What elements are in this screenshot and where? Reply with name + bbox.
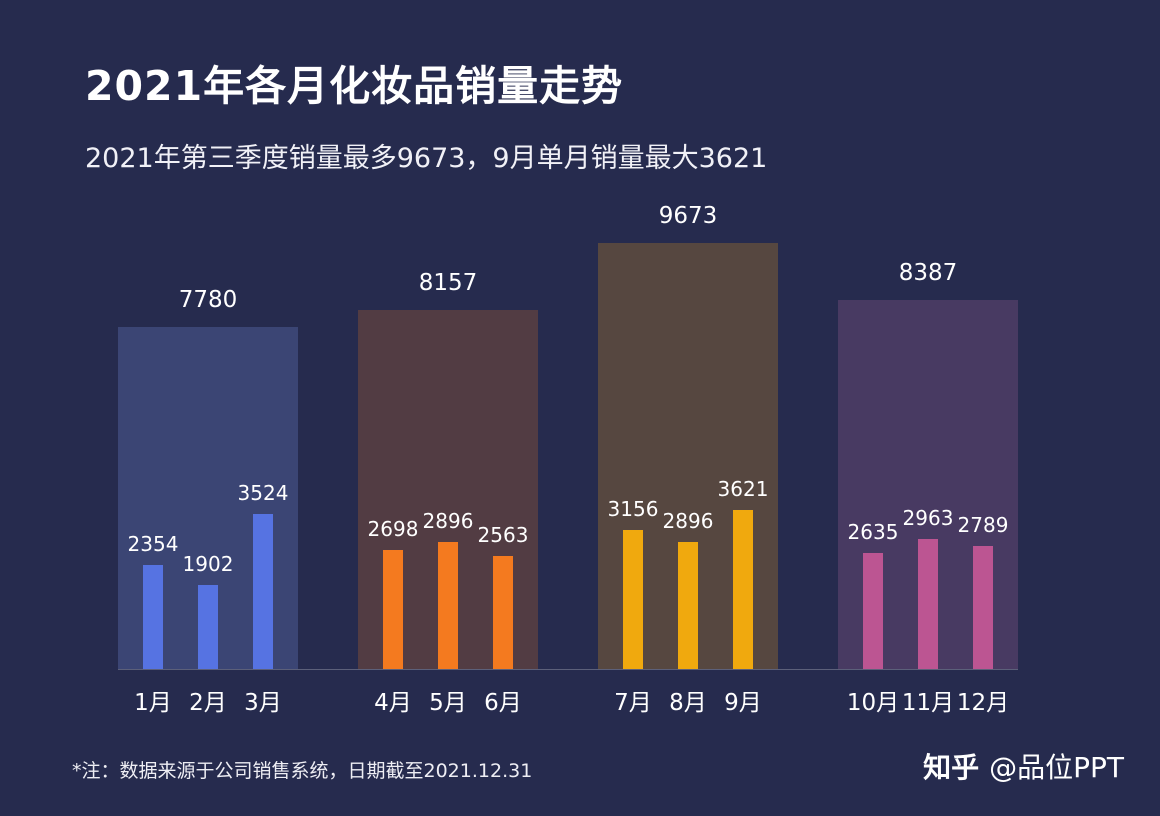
quarter-group: 7780 2354 1902 3524 1月 2月 3月 xyxy=(118,200,298,716)
month-bar xyxy=(143,565,163,669)
month-bar xyxy=(973,546,993,669)
month-value-label: 2635 xyxy=(847,520,899,545)
bar-chart: 7780 2354 1902 3524 1月 2月 3月 8157 2698 2896 2563 4月… xyxy=(118,200,1018,716)
month-value-label: 2698 xyxy=(367,517,419,542)
month-bar xyxy=(863,553,883,669)
chart-title: 2021年各月化妆品销量走势 xyxy=(85,62,624,110)
month-axis-labels: 7月 8月 9月 xyxy=(598,683,778,717)
month-axis-label: 7月 xyxy=(614,690,652,716)
month-bars-row: 3156 2896 3621 xyxy=(598,477,778,669)
quarter-group: 8387 2635 2963 2789 10月 11月 12月 xyxy=(838,200,1018,716)
month-axis-labels: 10月 11月 12月 xyxy=(838,683,1018,717)
month-column: 3524 xyxy=(236,481,290,669)
quarter-group: 9673 3156 2896 3621 7月 8月 9月 xyxy=(598,200,778,716)
footer: *注：数据来源于公司销售系统，日期截至2021.12.31 知乎 @品位PPT xyxy=(0,746,1160,786)
month-value-label: 3621 xyxy=(717,476,769,501)
month-bar xyxy=(438,541,458,669)
month-column: 2789 xyxy=(956,513,1010,669)
month-bar xyxy=(678,541,698,669)
month-bars-row: 2354 1902 3524 xyxy=(118,481,298,669)
month-axis-label: 1月 xyxy=(134,690,172,716)
month-axis-label: 2月 xyxy=(189,690,227,716)
month-axis-label: 9月 xyxy=(724,690,762,716)
quarter-group: 8157 2698 2896 2563 4月 5月 6月 xyxy=(358,200,538,716)
footnote: *注：数据来源于公司销售系统，日期截至2021.12.31 xyxy=(72,760,533,782)
month-column: 2963 xyxy=(901,506,955,669)
month-column: 2896 xyxy=(661,509,715,669)
month-column: 2354 xyxy=(126,532,180,669)
month-value-label: 2896 xyxy=(422,508,474,533)
quarter-total-label: 8387 xyxy=(898,259,958,286)
month-value-label: 3524 xyxy=(237,480,289,505)
month-column: 2896 xyxy=(421,509,475,669)
quarter-total-label: 7780 xyxy=(178,286,238,313)
month-axis-label: 4月 xyxy=(374,690,412,716)
quarter-total-label: 9673 xyxy=(658,203,718,230)
month-value-label: 1902 xyxy=(182,552,234,577)
month-bar xyxy=(253,513,273,669)
chart-subtitle: 2021年第三季度销量最多9673，9月单月销量最大3621 xyxy=(85,143,768,174)
month-axis-label: 8月 xyxy=(669,690,707,716)
month-bars-row: 2635 2963 2789 xyxy=(838,506,1018,669)
watermark-brand-zhihu: 知乎 xyxy=(923,751,980,784)
month-column: 1902 xyxy=(181,552,235,669)
month-value-label: 3156 xyxy=(607,497,659,522)
month-column: 3621 xyxy=(716,477,770,669)
month-column: 2635 xyxy=(846,520,900,669)
month-value-label: 2563 xyxy=(477,523,529,548)
month-bar xyxy=(623,530,643,669)
month-bar xyxy=(918,538,938,669)
month-axis-label: 3月 xyxy=(244,690,282,716)
month-axis-labels: 4月 5月 6月 xyxy=(358,683,538,717)
watermark-author: @品位PPT xyxy=(989,751,1124,784)
month-value-label: 2789 xyxy=(957,513,1009,538)
month-column: 2563 xyxy=(476,523,530,669)
watermark: 知乎 @品位PPT xyxy=(923,746,1124,786)
month-column: 3156 xyxy=(606,497,660,669)
month-column: 2698 xyxy=(366,517,420,669)
month-bar xyxy=(493,556,513,669)
quarter-total-label: 8157 xyxy=(418,270,478,297)
month-bar xyxy=(383,550,403,669)
month-value-label: 2354 xyxy=(127,532,179,557)
month-bar xyxy=(733,509,753,669)
month-axis-label: 10月 xyxy=(846,690,900,716)
month-axis-label: 12月 xyxy=(956,690,1010,716)
month-bars-row: 2698 2896 2563 xyxy=(358,509,538,669)
month-axis-labels: 1月 2月 3月 xyxy=(118,683,298,717)
month-axis-label: 5月 xyxy=(429,690,467,716)
month-value-label: 2896 xyxy=(662,508,714,533)
month-value-label: 2963 xyxy=(902,505,954,530)
month-bar xyxy=(198,585,218,669)
month-axis-label: 11月 xyxy=(901,690,955,716)
month-axis-label: 6月 xyxy=(484,690,522,716)
